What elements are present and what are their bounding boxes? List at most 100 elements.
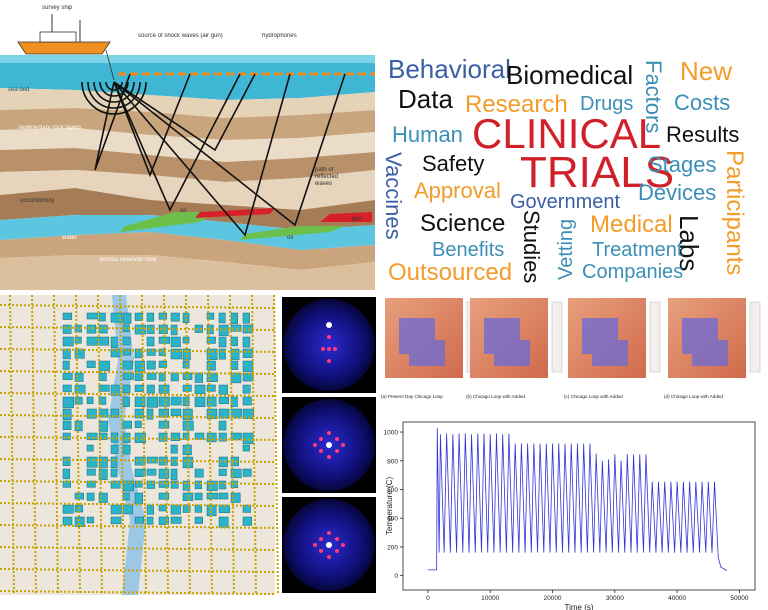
building [170, 504, 181, 515]
cloud-word: Research [465, 91, 568, 118]
building [218, 516, 229, 528]
diffraction-spot [327, 347, 331, 351]
building [170, 468, 178, 481]
cloud-word: TRIALS [520, 148, 674, 197]
diffraction-spot [326, 322, 332, 328]
diffraction-spot [313, 543, 317, 547]
building [242, 396, 252, 406]
diagram-label: survey ship [42, 5, 72, 11]
building [242, 516, 252, 526]
building [194, 396, 206, 408]
building [218, 336, 227, 348]
building [194, 432, 205, 440]
cloud-word: Benefits [432, 239, 504, 261]
diffraction-spot [313, 443, 317, 447]
building [206, 396, 217, 407]
building [158, 504, 167, 512]
building [206, 360, 216, 371]
diagram-label: oil [180, 208, 186, 214]
diffraction-spot [319, 549, 323, 553]
building [182, 420, 194, 431]
building [110, 480, 121, 489]
building [98, 408, 109, 418]
rock-layer [0, 128, 375, 162]
building [218, 480, 227, 490]
diagram-label-text: water [62, 235, 77, 241]
cloud-word: Participants [721, 150, 748, 275]
building [86, 360, 96, 368]
heatmap-region [484, 318, 530, 366]
cloud-word: Biomedical [506, 60, 633, 90]
street [0, 392, 276, 397]
building [158, 360, 167, 368]
building [242, 444, 250, 452]
heatmap-legend [649, 301, 661, 373]
building [62, 516, 73, 526]
building [182, 312, 190, 323]
building [74, 516, 85, 527]
diffraction-spot [319, 437, 323, 441]
building [122, 480, 134, 492]
building [206, 492, 219, 500]
diffraction-spot [327, 431, 331, 435]
street [0, 348, 276, 353]
building [194, 384, 206, 395]
diffraction-spot [327, 335, 331, 339]
building [242, 432, 254, 445]
x-tick-label: 50000 [730, 595, 748, 602]
cloud-word: Data [398, 84, 453, 114]
building [110, 408, 120, 418]
shock-wave [105, 81, 123, 91]
diffraction-spot [319, 537, 323, 541]
cloud-word: Behavioral [388, 54, 511, 84]
diagram-label: hydrophones [262, 33, 297, 39]
diagram-label-text: source of shock waves (air gun) [138, 33, 223, 39]
y-tick-label: 800 [387, 458, 398, 465]
building [206, 480, 218, 491]
building [62, 420, 72, 431]
street [0, 502, 276, 507]
building [86, 516, 95, 524]
building [122, 336, 131, 346]
building [122, 384, 131, 394]
building [122, 396, 130, 407]
diagram-label: oil [287, 235, 293, 241]
building [74, 396, 83, 405]
cloud-word: Science [420, 210, 505, 237]
building [134, 372, 143, 381]
building [122, 372, 134, 380]
street [0, 458, 276, 463]
building [242, 360, 254, 372]
building [158, 480, 169, 488]
building [146, 348, 156, 356]
seismic-ray [113, 73, 256, 152]
building [170, 372, 179, 382]
cloud-word: Drugs [580, 93, 633, 115]
building [158, 396, 170, 407]
building [218, 312, 226, 324]
building [110, 516, 122, 525]
temperature-line [427, 427, 728, 571]
building [170, 348, 183, 360]
seismic-ray [94, 73, 131, 171]
diffraction-spot [335, 549, 339, 553]
building [158, 312, 167, 320]
y-axis-label: Temperature (C) [385, 477, 394, 536]
street [0, 370, 276, 375]
building [230, 336, 238, 347]
building [158, 420, 170, 429]
heatmap-region [682, 318, 728, 366]
building [206, 348, 218, 361]
building [98, 360, 110, 371]
building [134, 420, 142, 428]
building [158, 324, 168, 334]
building [158, 456, 168, 466]
building [146, 312, 155, 322]
building [86, 456, 98, 468]
rock-layer [0, 255, 375, 290]
building [98, 312, 106, 322]
diffraction-spot [327, 359, 331, 363]
